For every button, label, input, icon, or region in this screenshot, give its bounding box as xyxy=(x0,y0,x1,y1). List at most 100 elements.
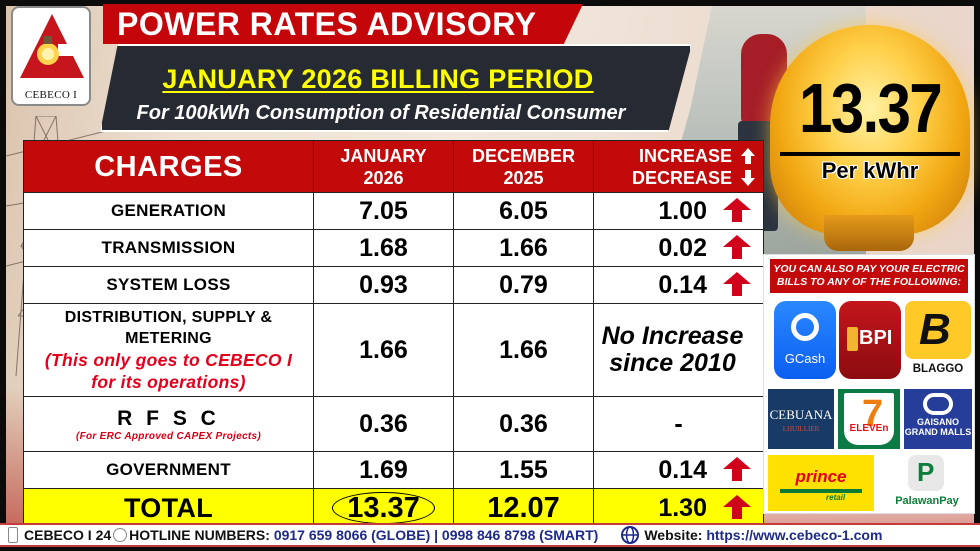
palawanpay-logo: P PalawanPay xyxy=(882,455,972,511)
row-label-text: R F S C xyxy=(117,406,220,430)
header-previous-month: DECEMBER xyxy=(471,145,575,166)
blaggo-logo: B BLAGGO xyxy=(905,301,971,379)
header-december-2025: DECEMBER 2025 xyxy=(453,140,594,193)
row-label: TRANSMISSION xyxy=(23,229,314,267)
header-january-2026: JANUARY 2026 xyxy=(313,140,454,193)
row-change-value: 1.00 xyxy=(658,196,707,225)
palawanpay-label: PalawanPay xyxy=(895,495,959,507)
header-increase: INCREASE xyxy=(638,145,732,166)
table-row-distribution: DISTRIBUTION, SUPPLY & METERING (This on… xyxy=(23,303,764,397)
row-current: 0.93 xyxy=(313,266,454,304)
gcash-logo: GCash xyxy=(774,301,836,379)
footer-website-label: Website: xyxy=(644,527,703,543)
row-label: GENERATION xyxy=(23,192,314,230)
increase-arrow-icon xyxy=(723,456,751,481)
blaggo-label: BLAGGO xyxy=(912,363,964,375)
prince-label: prince xyxy=(795,467,847,486)
billing-period-subtitle: For 100kWh Consumption of Residential Co… xyxy=(136,102,626,124)
total-change: 1.30 xyxy=(593,488,764,529)
globe-icon xyxy=(621,526,640,544)
row-current: 1.68 xyxy=(313,229,454,267)
row-change: 0.14 xyxy=(593,451,764,489)
row-change: No Increase since 2010 xyxy=(593,303,764,397)
bpi-logo: BPI xyxy=(839,301,901,379)
row-label: GOVERNMENT xyxy=(23,451,314,489)
rate-unit: Per kWhr xyxy=(821,158,919,183)
row-current: 1.66 xyxy=(313,303,454,397)
page-title: POWER RATES ADVISORY xyxy=(117,5,537,42)
bpi-label: BPI xyxy=(859,327,893,349)
palawanpay-icon: P xyxy=(908,455,944,491)
rate-divider xyxy=(780,152,960,156)
table-row-total: TOTAL 13.37 12.07 1.30 xyxy=(23,488,764,529)
gaisano-ring-icon xyxy=(923,393,953,415)
row-change-value: 0.14 xyxy=(658,455,707,484)
arrow-down-icon xyxy=(741,169,755,186)
blaggo-b-icon: B xyxy=(905,301,971,359)
bpi-crest-icon xyxy=(847,327,858,351)
header-current-year: 2026 xyxy=(363,167,404,188)
row-label-line2: METERING xyxy=(125,330,212,347)
table-row-generation: GENERATION 7.05 6.05 1.00 xyxy=(23,192,764,230)
seven-eleven-logo: 7 ELEVEn xyxy=(838,389,900,449)
row-previous: 1.55 xyxy=(453,451,594,489)
gaisano-logo: GAISANO GRAND MALLS xyxy=(904,389,972,449)
title-banner: POWER RATES ADVISORY xyxy=(103,4,583,44)
row-current: 1.69 xyxy=(313,451,454,489)
row-change: 1.00 xyxy=(593,192,764,230)
header-decrease: DECREASE xyxy=(631,167,732,188)
row-change: 0.02 xyxy=(593,229,764,267)
prince-sub: retail xyxy=(826,493,846,502)
gcash-label: GCash xyxy=(784,351,826,366)
row-previous: 1.66 xyxy=(453,303,594,397)
header-charges: CHARGES xyxy=(23,140,314,193)
footer-website-link[interactable]: https://www.cebeco-1.com xyxy=(706,527,883,543)
footer-bar: CEBECO I 24 HOTLINE NUMBERS: 0917 659 80… xyxy=(0,523,980,547)
total-current: 13.37 xyxy=(313,488,454,529)
table-row-rfsc: R F S C (For ERC Approved CAPEX Projects… xyxy=(23,396,764,452)
logo-name: CEBECO I xyxy=(24,89,78,101)
row-label-line1: DISTRIBUTION, SUPPLY & xyxy=(64,309,273,326)
footer-hotline-numbers[interactable]: 0917 659 8066 (GLOBE) | 0998 846 8798 (S… xyxy=(273,527,599,543)
prince-bar xyxy=(780,489,862,493)
footer-org: CEBECO I 24 xyxy=(24,527,112,543)
cebuana-logo: CEBUANA LHUILLIER xyxy=(768,389,834,449)
header-increase-decrease: INCREASE DECREASE xyxy=(593,140,764,193)
row-previous: 0.79 xyxy=(453,266,594,304)
cebuana-label: CEBUANA xyxy=(769,407,833,422)
cebeco-logo: CEBECO I xyxy=(11,6,91,106)
increase-arrow-icon xyxy=(723,234,751,259)
increase-arrow-icon xyxy=(723,495,751,519)
row-label: R F S C (For ERC Approved CAPEX Projects… xyxy=(23,396,314,452)
footer-hotline-label: HOTLINE NUMBERS: xyxy=(129,527,270,543)
payment-heading: YOU CAN ALSO PAY YOUR ELECTRIC BILLS TO … xyxy=(770,259,968,293)
table-row-government: GOVERNMENT 1.69 1.55 0.14 xyxy=(23,451,764,489)
row-current: 7.05 xyxy=(313,192,454,230)
total-previous: 12.07 xyxy=(453,488,594,529)
row-label: DISTRIBUTION, SUPPLY & METERING (This on… xyxy=(23,303,314,397)
row-note-line1: (This only goes to CEBECO I xyxy=(44,350,293,370)
bulb-badge xyxy=(770,25,970,235)
billing-period-panel: JANUARY 2026 BILLING PERIOD For 100kWh C… xyxy=(100,44,692,132)
row-label: SYSTEM LOSS xyxy=(23,266,314,304)
total-label: TOTAL xyxy=(23,488,314,529)
increase-arrow-icon xyxy=(723,271,751,296)
phone-icon xyxy=(8,527,18,543)
prince-retail-logo: prince retail xyxy=(768,455,874,511)
row-current: 0.36 xyxy=(313,396,454,452)
row-note-line2: for its operations) xyxy=(91,372,246,392)
row-change: 0.14 xyxy=(593,266,764,304)
row-previous: 6.05 xyxy=(453,192,594,230)
table-header-row: CHARGES JANUARY 2026 DECEMBER 2025 INCRE… xyxy=(23,140,764,193)
row-note: (For ERC Approved CAPEX Projects) xyxy=(75,430,262,442)
header-current-month: JANUARY xyxy=(340,145,427,166)
seven-eleven-numeral: 7 xyxy=(862,393,884,435)
total-current-circled: 13.37 xyxy=(332,492,435,524)
gaisano-label: GAISANO GRAND MALLS xyxy=(904,417,972,437)
payment-partners-panel: YOU CAN ALSO PAY YOUR ELECTRIC BILLS TO … xyxy=(763,254,975,514)
increase-arrow-icon xyxy=(723,197,751,222)
row-change-value: 0.14 xyxy=(658,270,707,299)
no-increase-text: No Increase xyxy=(601,322,744,350)
row-previous: 1.66 xyxy=(453,229,594,267)
